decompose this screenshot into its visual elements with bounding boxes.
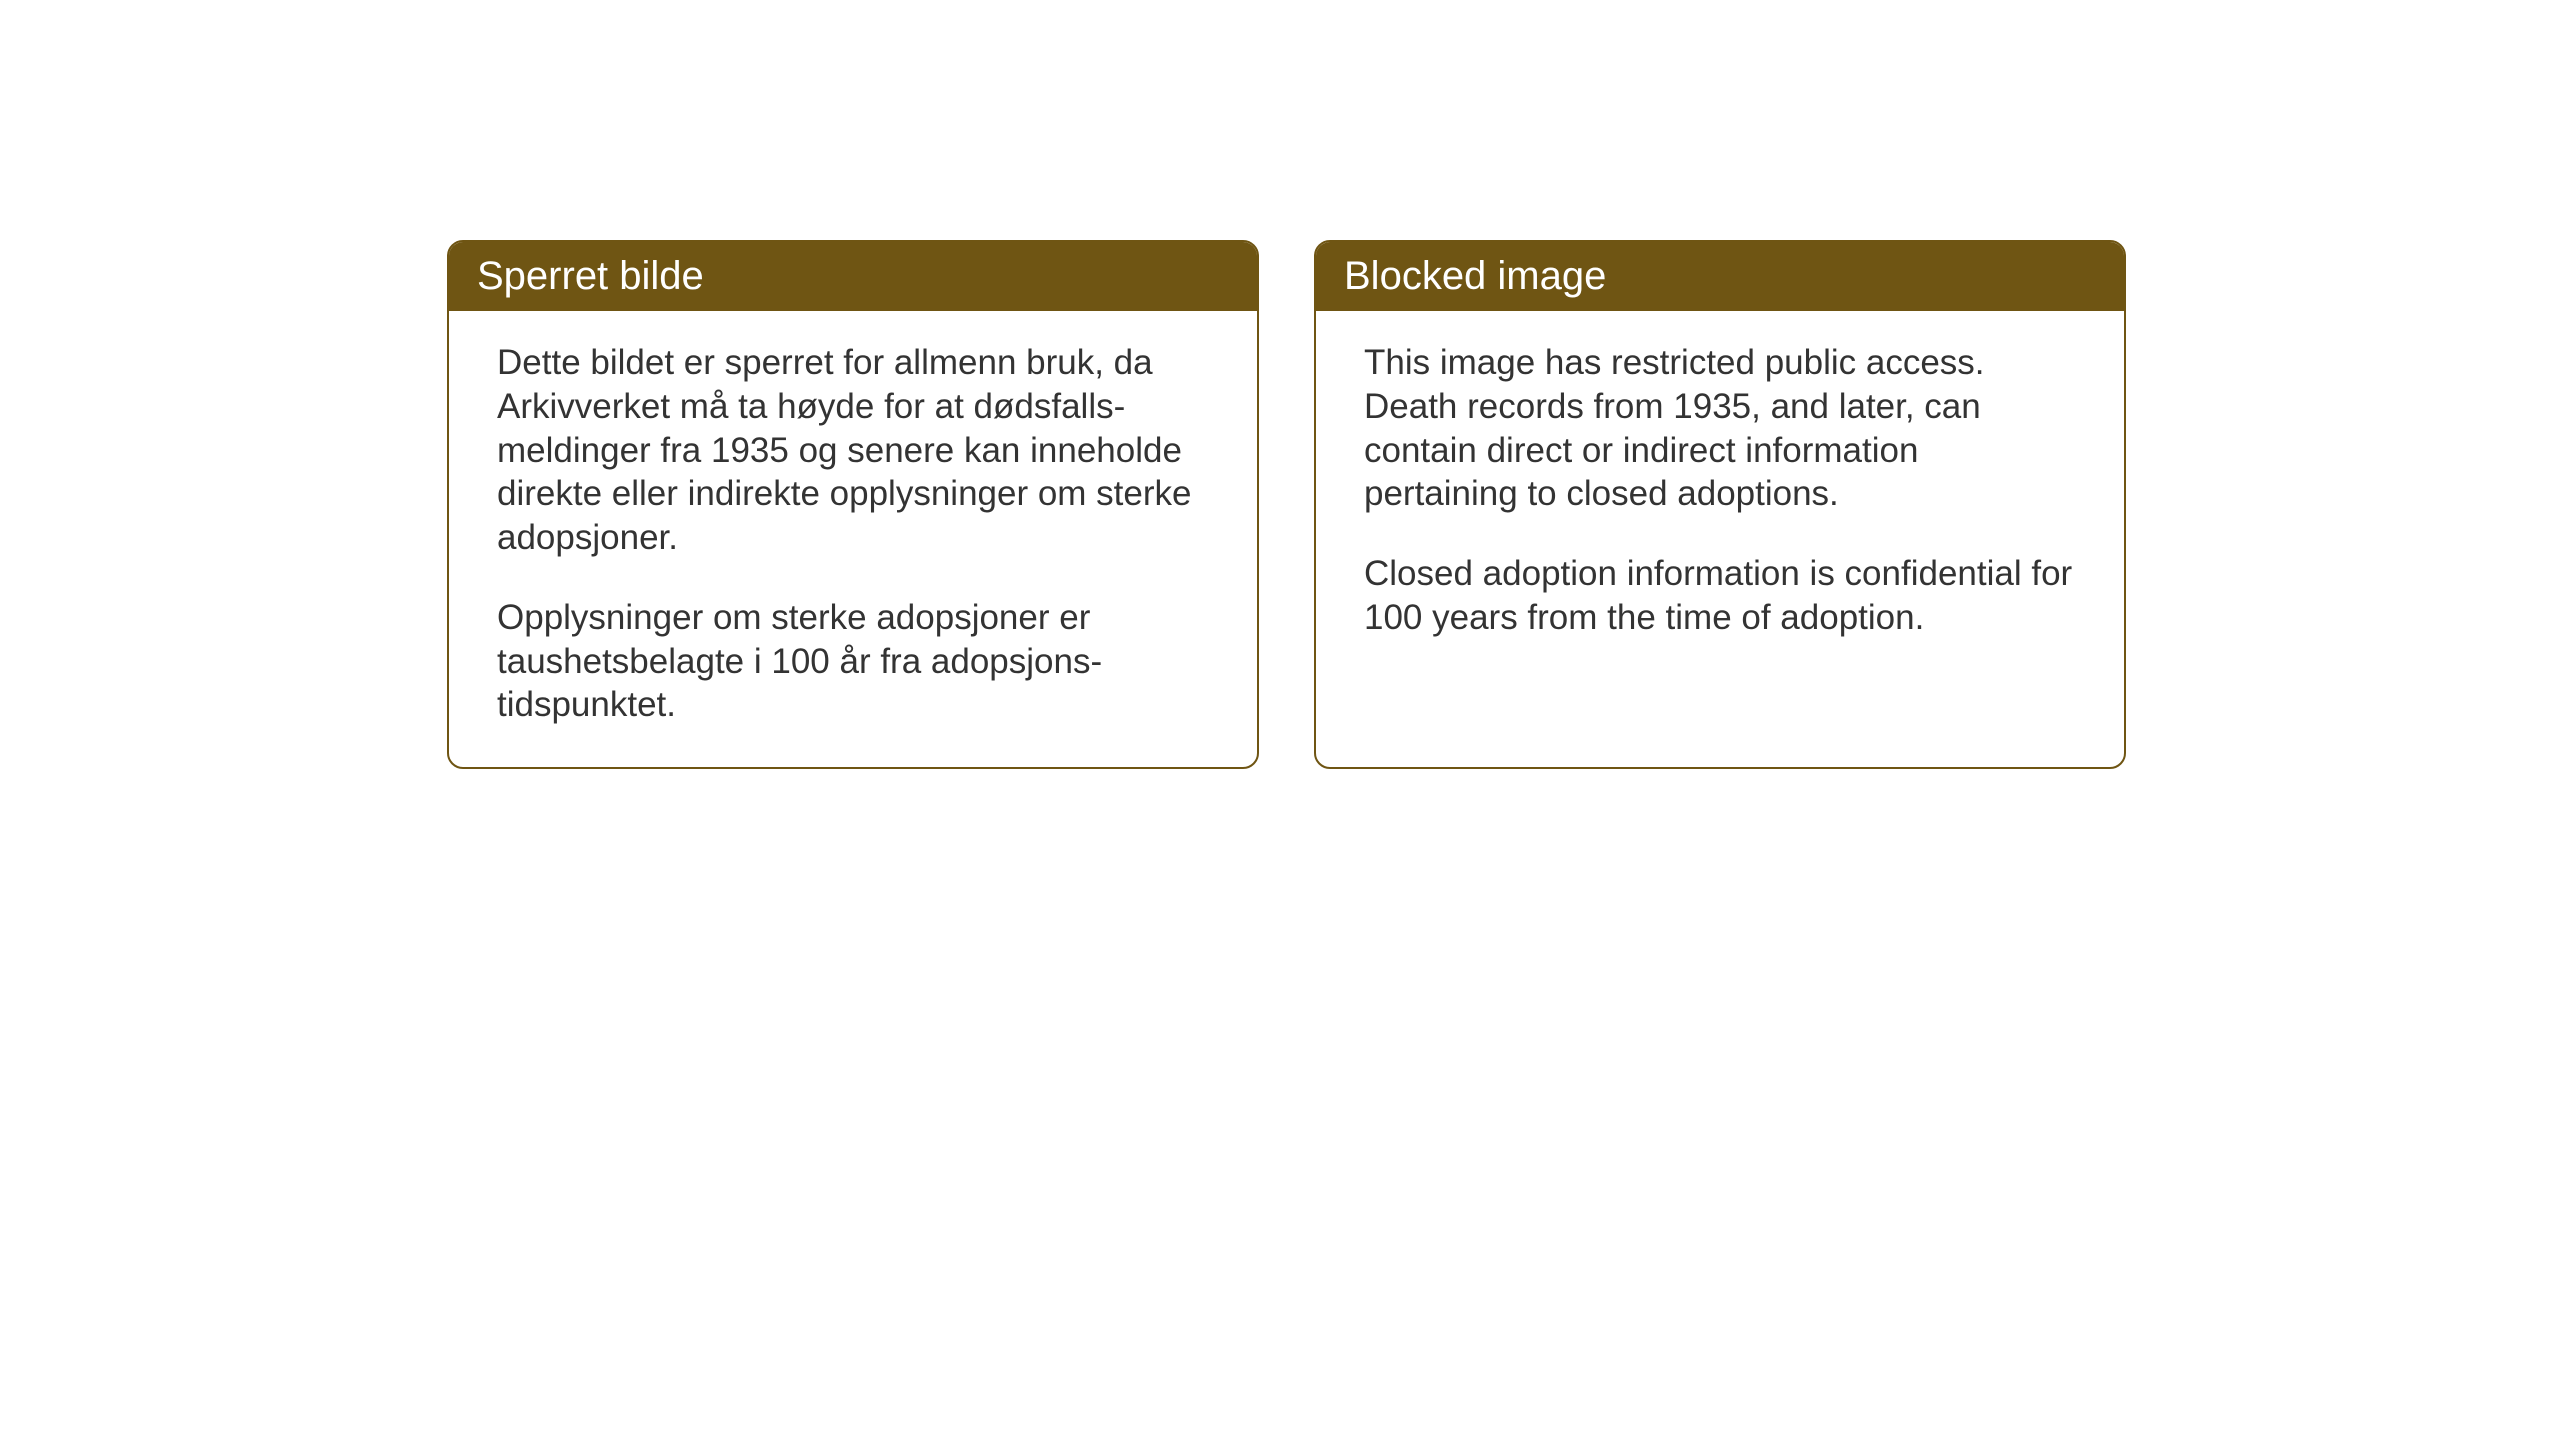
card-paragraph-1-norwegian: Dette bildet er sperret for allmenn bruk… — [497, 341, 1209, 560]
card-title-norwegian: Sperret bilde — [477, 254, 704, 298]
card-title-english: Blocked image — [1344, 254, 1606, 298]
notice-container: Sperret bilde Dette bildet er sperret fo… — [447, 240, 2126, 769]
card-header-english: Blocked image — [1316, 242, 2124, 311]
card-paragraph-2-english: Closed adoption information is confident… — [1364, 552, 2076, 640]
notice-card-norwegian: Sperret bilde Dette bildet er sperret fo… — [447, 240, 1259, 769]
card-body-english: This image has restricted public access.… — [1316, 311, 2124, 680]
card-paragraph-1-english: This image has restricted public access.… — [1364, 341, 2076, 516]
card-paragraph-2-norwegian: Opplysninger om sterke adopsjoner er tau… — [497, 596, 1209, 727]
notice-card-english: Blocked image This image has restricted … — [1314, 240, 2126, 769]
card-header-norwegian: Sperret bilde — [449, 242, 1257, 311]
card-body-norwegian: Dette bildet er sperret for allmenn bruk… — [449, 311, 1257, 767]
